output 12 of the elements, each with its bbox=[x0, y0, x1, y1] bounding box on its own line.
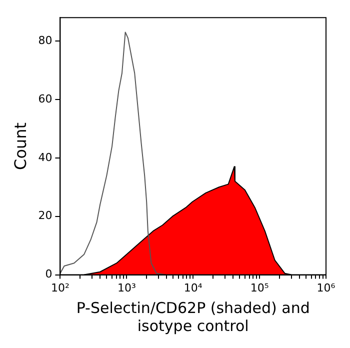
x-tick-label: 10⁴ bbox=[184, 281, 203, 294]
y-tick-label: 20 bbox=[38, 209, 52, 222]
x-axis-title: P-Selectin/CD62P (shaded) and isotype control bbox=[76, 298, 310, 335]
x-tick-label: 10² bbox=[50, 281, 70, 294]
y-tick-label: 60 bbox=[38, 92, 52, 106]
y-tick-label: 80 bbox=[38, 34, 52, 47]
x-tick-label: 10⁶ bbox=[316, 281, 336, 294]
y-tick-label: 0 bbox=[45, 268, 52, 281]
y-tick-label: 40 bbox=[38, 150, 52, 164]
y-axis-title: Count bbox=[10, 122, 30, 170]
x-tick-label: 10³ bbox=[117, 281, 136, 294]
x-tick-label: 10⁵ bbox=[250, 281, 269, 294]
